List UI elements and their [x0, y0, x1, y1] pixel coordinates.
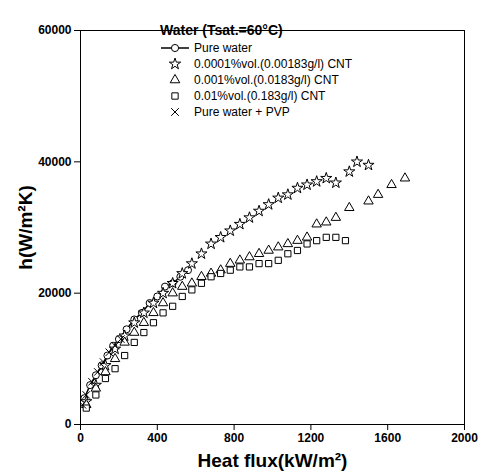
svg-text:1600: 1600: [374, 431, 401, 445]
html-text:Pure water: Pure water: [194, 41, 252, 55]
html-text:0.0001%vol.(0.00183g/l) CNT: 0.0001%vol.(0.00183g/l) CNT: [194, 57, 353, 71]
svg-text:20000: 20000: [38, 286, 72, 300]
svg-text:h(W/m²K): h(W/m²K): [15, 185, 36, 269]
svg-text:400: 400: [147, 431, 167, 445]
html-text:Water (Tsat.=60°C): Water (Tsat.=60°C): [160, 22, 283, 38]
svg-text:40000: 40000: [38, 155, 72, 169]
svg-text:0: 0: [77, 431, 84, 445]
svg-text:800: 800: [224, 431, 244, 445]
svg-text:60000: 60000: [38, 23, 72, 37]
svg-text:2000: 2000: [451, 431, 478, 445]
html-text:0.001%vol.(0.0183g/l) CNT: 0.001%vol.(0.0183g/l) CNT: [194, 73, 339, 87]
html-text:Pure water + PVP: Pure water + PVP: [194, 105, 290, 119]
svg-text:1200: 1200: [298, 431, 325, 445]
html-text:0.01%vol.(0.183g/l) CNT: 0.01%vol.(0.183g/l) CNT: [194, 89, 326, 103]
svg-text:Heat flux(kW/m²): Heat flux(kW/m²): [198, 450, 348, 471]
svg-text:0: 0: [65, 417, 72, 431]
